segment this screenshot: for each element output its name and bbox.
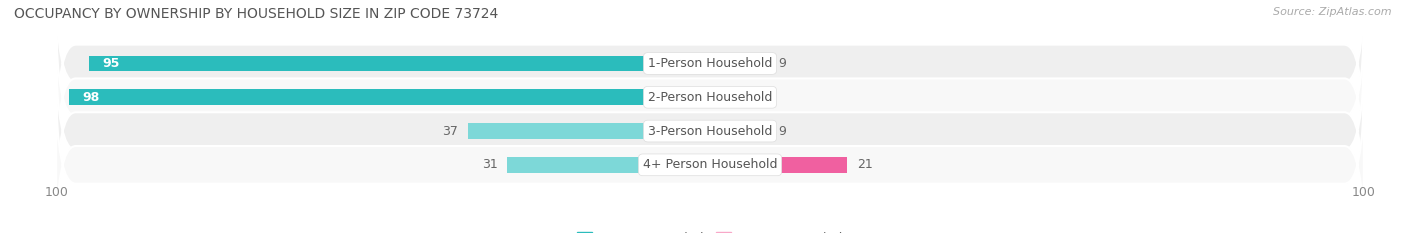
Text: 95: 95: [103, 57, 120, 70]
Bar: [69, 89, 710, 105]
FancyBboxPatch shape: [56, 82, 1364, 233]
Text: 9: 9: [779, 125, 786, 137]
Text: 3-Person Household: 3-Person Household: [648, 125, 772, 137]
Bar: [710, 123, 769, 139]
Bar: [710, 56, 769, 71]
Text: 7: 7: [766, 91, 773, 104]
Bar: [89, 56, 710, 71]
Text: 37: 37: [443, 125, 458, 137]
Bar: [468, 123, 710, 139]
Text: 9: 9: [779, 57, 786, 70]
FancyBboxPatch shape: [56, 48, 1364, 214]
Text: OCCUPANCY BY OWNERSHIP BY HOUSEHOLD SIZE IN ZIP CODE 73724: OCCUPANCY BY OWNERSHIP BY HOUSEHOLD SIZE…: [14, 7, 498, 21]
Bar: [710, 157, 848, 173]
Bar: [508, 157, 710, 173]
Bar: [710, 89, 756, 105]
Text: 1-Person Household: 1-Person Household: [648, 57, 772, 70]
FancyBboxPatch shape: [56, 0, 1364, 146]
Text: 31: 31: [482, 158, 498, 171]
Text: Source: ZipAtlas.com: Source: ZipAtlas.com: [1274, 7, 1392, 17]
Legend: Owner-occupied, Renter-occupied: Owner-occupied, Renter-occupied: [572, 227, 848, 233]
Text: 21: 21: [858, 158, 873, 171]
Text: 4+ Person Household: 4+ Person Household: [643, 158, 778, 171]
Text: 98: 98: [83, 91, 100, 104]
FancyBboxPatch shape: [56, 15, 1364, 180]
Text: 2-Person Household: 2-Person Household: [648, 91, 772, 104]
